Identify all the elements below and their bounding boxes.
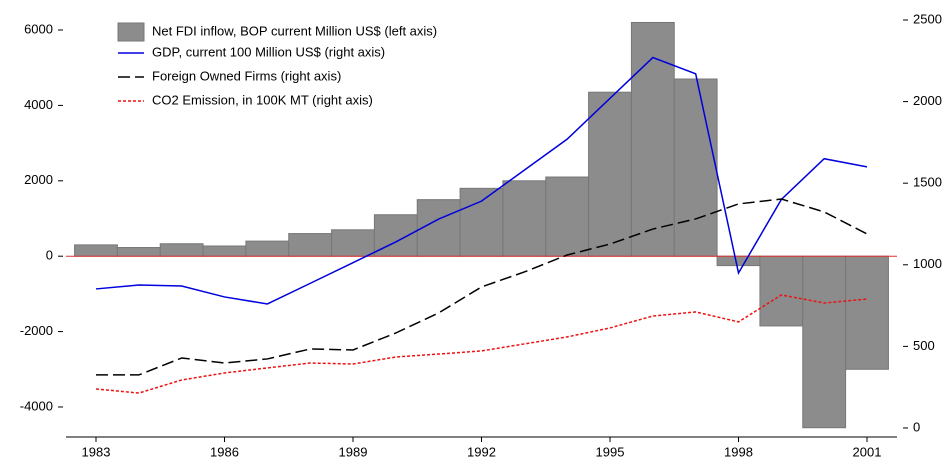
x-tick-label: 1989 (339, 444, 368, 459)
bar (202, 245, 247, 257)
bar (845, 255, 889, 370)
bar (74, 244, 118, 257)
bar (416, 199, 461, 257)
y-tick-label: 2000 (24, 172, 53, 187)
legend-swatch (117, 22, 145, 42)
line (95, 294, 868, 394)
bar (716, 255, 761, 267)
bar (288, 233, 333, 257)
bar (116, 247, 161, 257)
bar (802, 255, 847, 429)
y2-tick-label: 1000 (913, 256, 942, 271)
x-tick-label: 1995 (596, 444, 625, 459)
x-tick-label: 1992 (467, 444, 496, 459)
legend-label: Net FDI inflow, BOP current Million US$ … (152, 23, 437, 38)
y2-tick-label: 2000 (913, 93, 942, 108)
bar (459, 187, 504, 257)
legend-label: CO2 Emission, in 100K MT (right axis) (152, 92, 373, 107)
bar (630, 21, 675, 257)
x-tick-label: 1998 (724, 444, 753, 459)
x-tick-label: 1983 (82, 444, 111, 459)
bar (331, 229, 375, 257)
legend-label: GDP, current 100 Million US$ (right axis… (152, 44, 385, 59)
line (95, 56, 868, 305)
x-tick-label: 1986 (210, 444, 239, 459)
legend-label: Foreign Owned Firms (right axis) (152, 68, 341, 83)
x-tick-label: 2001 (853, 444, 882, 459)
y2-tick-label: 1500 (913, 175, 942, 190)
y2-tick-label: 2500 (913, 11, 942, 26)
y-tick-label: 0 (46, 248, 53, 263)
bar (673, 78, 718, 257)
y-tick-label: -2000 (20, 323, 53, 338)
bar (545, 176, 590, 257)
y2-tick-label: 500 (913, 338, 935, 353)
bar (502, 180, 547, 257)
y2-tick-label: 0 (913, 419, 920, 434)
y-tick-label: -4000 (20, 398, 53, 413)
y-tick-label: 6000 (24, 21, 53, 36)
bar (159, 243, 204, 257)
bar (759, 255, 804, 327)
bar (245, 240, 290, 257)
y-tick-label: 4000 (24, 97, 53, 112)
bar (588, 91, 632, 257)
